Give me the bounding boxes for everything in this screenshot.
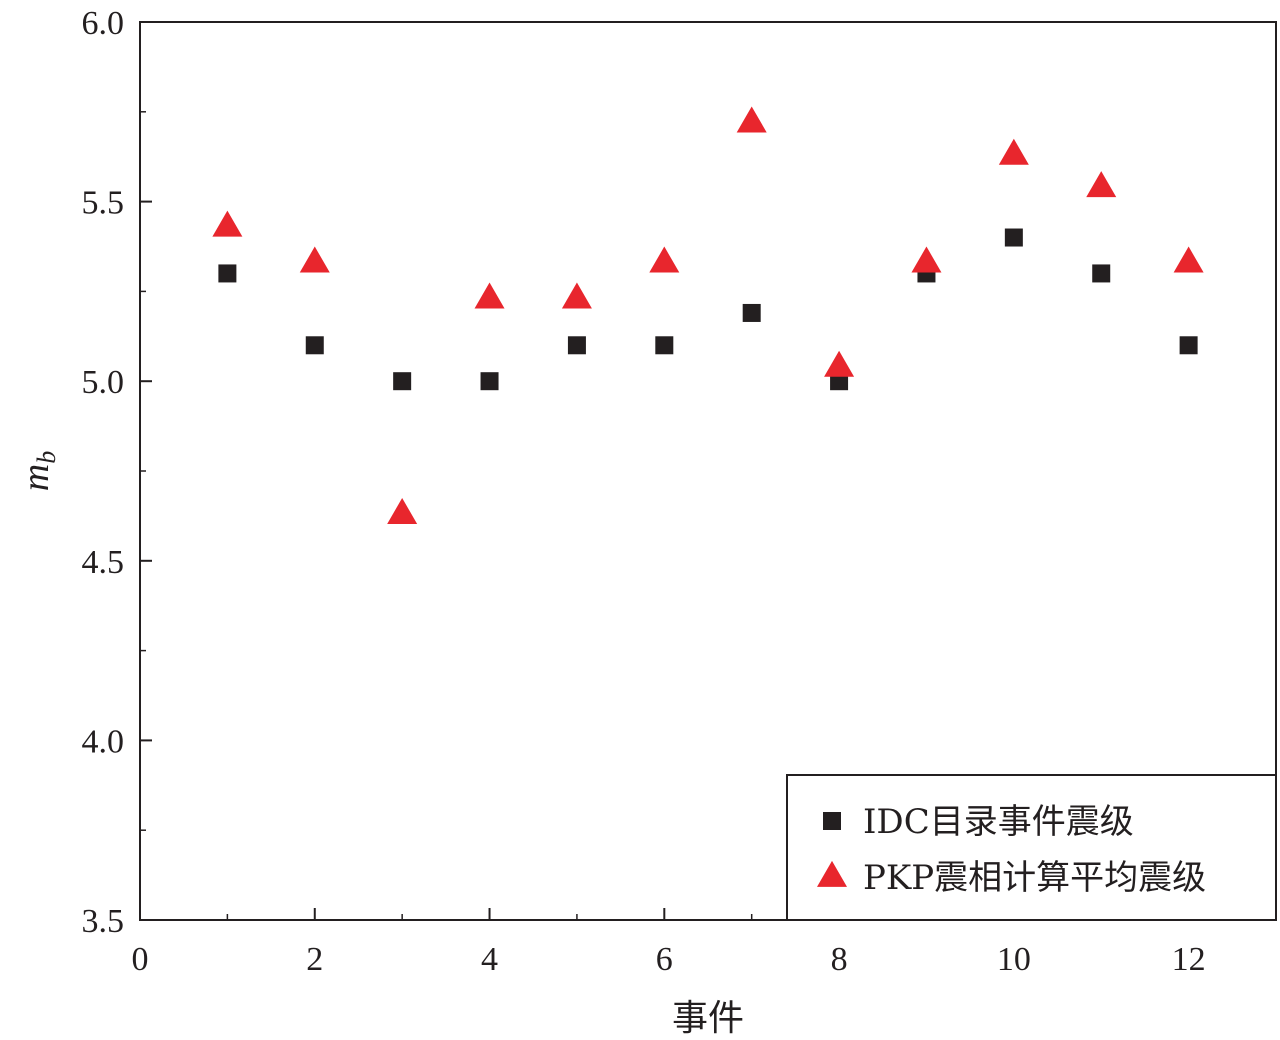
- triangle-marker-point: [1173, 246, 1204, 273]
- x-tick-label: 12: [1172, 941, 1206, 978]
- triangle-marker-point: [474, 282, 505, 309]
- x-tick-label: 8: [831, 941, 848, 978]
- square-marker-point: [305, 336, 324, 355]
- square-marker-point: [480, 372, 499, 391]
- legend: IDC目录事件震级 PKP震相计算平均震级: [786, 774, 1277, 921]
- triangle-marker-point: [824, 350, 855, 377]
- triangle-marker-point: [1086, 171, 1117, 198]
- y-tick-label: 4.0: [82, 723, 125, 760]
- square-marker-point: [742, 303, 761, 322]
- y-axis-ticks: 3.5 4.0 4.5 5.0 5.5 6.0: [82, 5, 152, 940]
- legend-label: IDC目录事件震级: [863, 802, 1134, 842]
- legend-triangle-marker: [817, 860, 847, 887]
- x-tick-label: 6: [656, 941, 673, 978]
- y-axis-title-subscript: b: [32, 451, 61, 464]
- legend-box: [786, 774, 1277, 921]
- data-points: [212, 106, 1204, 524]
- legend-square-marker: [823, 812, 841, 830]
- x-tick-label: 10: [997, 941, 1031, 978]
- legend-item: PKP震相计算平均震级: [817, 858, 1206, 898]
- square-marker-point: [567, 336, 586, 355]
- y-tick-label: 6.0: [82, 5, 125, 42]
- legend-item: IDC目录事件震级: [823, 802, 1134, 842]
- triangle-marker-point: [561, 282, 592, 309]
- triangle-marker-point: [998, 138, 1029, 165]
- square-marker-point: [1179, 336, 1198, 355]
- triangle-marker-point: [212, 210, 243, 237]
- x-tick-label: 4: [481, 941, 498, 978]
- y-tick-label: 5.5: [82, 185, 125, 222]
- triangle-marker-point: [299, 246, 330, 273]
- triangle-marker-point: [736, 106, 767, 133]
- x-tick-label: 0: [132, 941, 149, 978]
- legend-items: IDC目录事件震级 PKP震相计算平均震级: [817, 802, 1206, 898]
- y-tick-label: 5.0: [82, 364, 125, 401]
- x-tick-label: 2: [306, 941, 323, 978]
- y-axis-title-main: m: [15, 464, 57, 491]
- series-1-points: [212, 106, 1204, 524]
- legend-label: PKP震相计算平均震级: [863, 858, 1206, 898]
- square-marker-point: [1004, 228, 1023, 247]
- y-axis-title: mb: [15, 451, 61, 491]
- square-marker-point: [1092, 264, 1111, 283]
- square-marker-point: [218, 264, 237, 283]
- square-marker-point: [655, 336, 674, 355]
- triangle-marker-point: [649, 246, 680, 273]
- triangle-marker-point: [387, 497, 418, 524]
- triangle-marker-point: [911, 246, 942, 273]
- square-marker-point: [393, 372, 412, 391]
- y-tick-label: 4.5: [82, 544, 125, 581]
- y-tick-label: 3.5: [82, 903, 125, 940]
- series-0-points: [218, 228, 1198, 391]
- x-axis-title: 事件: [672, 998, 744, 1039]
